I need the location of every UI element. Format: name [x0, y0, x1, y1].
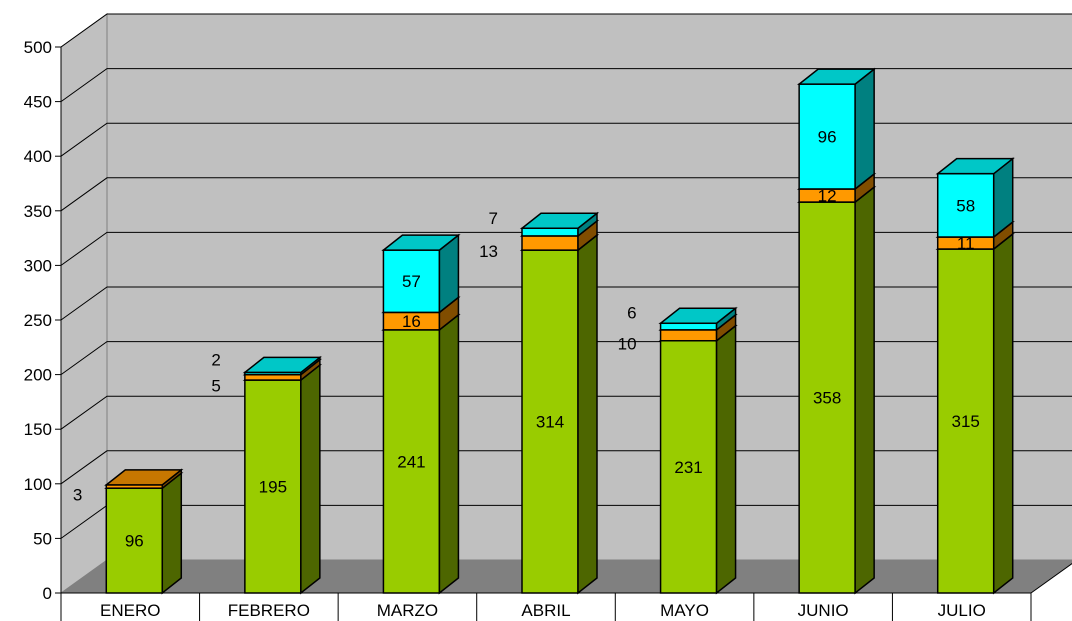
bar-front	[659, 339, 718, 594]
bar-side	[715, 324, 737, 595]
y-tick-label: 500	[24, 38, 52, 57]
gridlines	[60, 13, 1072, 539]
bar-front	[521, 227, 579, 237]
y-tick-label: 150	[24, 420, 52, 439]
bar-top	[935, 157, 1015, 175]
data-label: 57	[402, 272, 421, 291]
gridline	[60, 450, 1072, 485]
bar-segment	[658, 306, 738, 332]
data-label: 12	[818, 187, 837, 206]
gridline	[60, 341, 1072, 376]
bar-segment	[935, 157, 1015, 239]
data-label: 3	[73, 486, 82, 505]
data-label: 314	[536, 413, 564, 432]
data-label: 358	[813, 389, 841, 408]
y-tick-label: 100	[24, 475, 52, 494]
y-tick-label: 450	[24, 93, 52, 112]
y-tick-label: 400	[24, 147, 52, 166]
data-label: 195	[259, 478, 287, 497]
data-label: 5	[211, 376, 220, 395]
data-label: 11	[957, 234, 975, 253]
bar-front	[105, 487, 164, 594]
floor-edge	[1030, 562, 1072, 594]
bar-front	[244, 379, 302, 594]
bar-top	[519, 212, 600, 230]
bar-top	[104, 469, 184, 486]
bar-segment	[242, 355, 323, 377]
data-label: 16	[402, 312, 421, 331]
gridline	[60, 68, 1072, 103]
bar-side	[577, 233, 598, 595]
bar-front	[244, 373, 302, 381]
x-tick-label: FEBRERO	[228, 601, 310, 620]
bars	[104, 67, 1015, 595]
bar-front	[936, 248, 995, 594]
data-label: 6	[627, 304, 636, 323]
bar-front	[382, 329, 441, 594]
bar-top	[796, 68, 877, 85]
bar-segment	[104, 468, 184, 490]
y-axis: 0 50 100 150 200 250 300 350 400 450 500	[24, 38, 62, 603]
bar-side	[992, 232, 1014, 595]
gridline	[60, 395, 1072, 430]
y-tick-label: 250	[24, 311, 52, 330]
data-labels: 96 3 195 5 2 241 16 57 314 13 7 231 10 6 358 12 96 315 11 5…	[73, 128, 980, 551]
bar-front	[382, 249, 441, 314]
y-tick-label: 300	[24, 256, 52, 275]
gridline	[60, 177, 1072, 212]
data-label: 2	[211, 351, 220, 370]
gridline	[60, 13, 1072, 48]
bar-segment	[519, 233, 600, 595]
x-tick-label: ENERO	[100, 601, 160, 620]
data-label: 58	[956, 196, 975, 215]
bar-front	[521, 235, 579, 251]
bar-side	[300, 363, 321, 595]
bar-front	[936, 172, 995, 238]
bar-front	[659, 329, 718, 342]
bar-top	[242, 356, 323, 374]
data-label: 10	[618, 334, 637, 353]
data-label: 315	[952, 412, 980, 431]
gridline	[60, 231, 1072, 266]
bar-front	[659, 322, 718, 331]
bar-segment	[519, 211, 600, 238]
data-label: 13	[479, 242, 498, 261]
y-tick-label: 350	[24, 202, 52, 221]
y-tick-label: 50	[33, 529, 52, 548]
bar-segment	[104, 471, 184, 595]
x-tick-label: MARZO	[377, 601, 438, 620]
gridline	[60, 286, 1072, 321]
bar-side	[854, 67, 875, 191]
bar-front	[798, 201, 856, 594]
bar-top	[381, 234, 461, 251]
data-label: 241	[397, 452, 425, 471]
gridline	[60, 122, 1072, 157]
bar-segment	[381, 233, 461, 314]
bar-side	[854, 185, 875, 595]
x-tick-label: JUNIO	[798, 601, 849, 620]
bar-top	[658, 307, 738, 325]
y-tick-label: 0	[43, 584, 52, 603]
data-label: 231	[674, 458, 702, 477]
data-label: 96	[818, 128, 837, 147]
x-axis: ENERO FEBRERO MARZO ABRIL MAYO JUNIO JULIO	[60, 562, 1072, 621]
bar-side	[438, 313, 460, 595]
x-tick-label: MAYO	[660, 601, 709, 620]
bar-segment	[796, 67, 877, 191]
bar-front	[521, 249, 579, 594]
y-tick-label: 200	[24, 366, 52, 385]
bar-segment	[381, 313, 461, 595]
data-label: 96	[125, 532, 144, 551]
bar-side	[161, 471, 183, 595]
x-tick-label: JULIO	[938, 601, 986, 620]
x-tick-label: ABRIL	[521, 601, 570, 620]
data-label: 7	[489, 209, 498, 228]
